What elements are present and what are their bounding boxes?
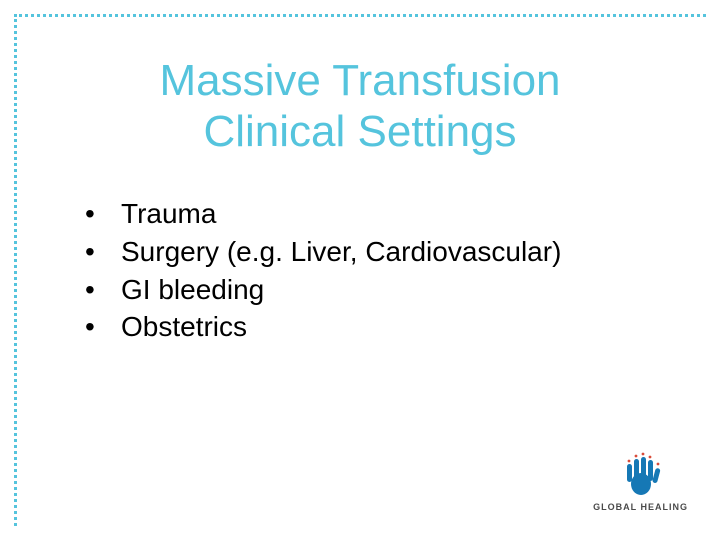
list-item: • Trauma xyxy=(85,195,660,233)
brand-logo: GLOBAL HEALING xyxy=(593,452,688,512)
bullet-icon: • xyxy=(85,308,121,346)
bullet-list: • Trauma • Surgery (e.g. Liver, Cardiova… xyxy=(85,195,660,346)
brand-name: GLOBAL HEALING xyxy=(593,502,688,512)
title-line-2: Clinical Settings xyxy=(203,107,516,156)
bullet-icon: • xyxy=(85,195,121,233)
top-dotted-border xyxy=(14,14,706,17)
title-line-1: Massive Transfusion xyxy=(159,56,560,105)
list-item-text: Trauma xyxy=(121,195,216,233)
list-item: • GI bleeding xyxy=(85,271,660,309)
bullet-icon: • xyxy=(85,233,121,271)
list-item-text: GI bleeding xyxy=(121,271,264,309)
hand-icon xyxy=(617,452,665,500)
list-item-text: Surgery (e.g. Liver, Cardiovascular) xyxy=(121,233,561,271)
list-item: • Obstetrics xyxy=(85,308,660,346)
list-item: • Surgery (e.g. Liver, Cardiovascular) xyxy=(85,233,660,271)
list-item-text: Obstetrics xyxy=(121,308,247,346)
bullet-icon: • xyxy=(85,271,121,309)
slide: Massive Transfusion Clinical Settings • … xyxy=(0,0,720,540)
slide-title: Massive Transfusion Clinical Settings xyxy=(0,56,720,157)
